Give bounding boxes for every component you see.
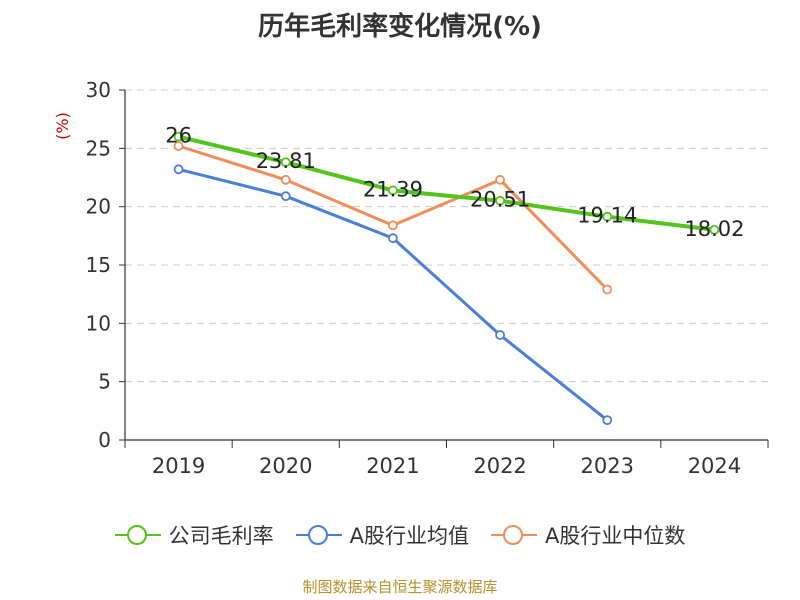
axes: 0 5 10 15 20 25 30 2019 2020 2021 2022 2023 2024 [86,78,769,478]
legend-item-industry-median[interactable]: A股行业中位数 [491,520,685,550]
data-point [602,211,613,222]
y-axis-label: (%) [53,112,72,140]
x-tick-label: 2023 [581,454,634,478]
x-tick-label: 2020 [259,454,312,478]
x-tick-label: 2019 [152,454,205,478]
data-label: 21.39 [363,177,423,201]
data-point [602,415,613,426]
legend-item-industry-mean[interactable]: A股行业均值 [295,520,469,550]
data-point [709,224,720,235]
legend-label: A股行业中位数 [545,524,686,548]
legend-marker-median-icon [491,525,537,545]
legend: 公司毛利率 A股行业均值 A股行业中位数 [0,520,800,550]
data-point [173,141,184,151]
chart-title: 历年毛利率变化情况(%) [258,12,542,42]
x-tick-label: 2021 [366,454,419,478]
data-point [495,330,505,340]
y-tick-label: 15 [86,253,111,277]
legend-marker-company-icon [114,525,161,545]
data-point [388,185,398,196]
legend-item-company[interactable]: 公司毛利率 [114,520,274,550]
data-point [173,164,184,175]
source-note: 制图数据来自恒生聚源数据库 [302,578,498,596]
y-tick-label: 30 [86,78,111,102]
data-label: 20.51 [470,188,530,212]
y-tick-label: 20 [86,195,111,219]
y-tick-label: 10 [86,311,111,335]
data-point [280,174,291,185]
y-tick-label: 0 [98,428,111,452]
legend-label: 公司毛利率 [168,524,274,548]
data-point [495,174,505,185]
data-label: 26 [165,124,192,148]
data-point [602,284,613,295]
series-line [178,134,715,232]
data-point [388,220,398,231]
data-point [495,195,505,206]
data-labels: 26 23.81 21.39 20.51 19.14 18.02 [165,124,744,241]
data-point [388,233,398,244]
legend-marker-mean-icon [295,525,342,545]
x-tick-label: 2022 [473,454,526,478]
data-label: 19.14 [577,204,637,228]
y-tick-label: 25 [86,136,111,160]
series-lines [173,131,720,426]
grid-lines [125,89,768,383]
data-label: 23.81 [256,149,316,173]
data-point [280,157,291,168]
data-point [280,191,291,202]
data-label: 18.02 [684,217,744,241]
y-tick-label: 5 [98,370,111,394]
series-line [178,144,609,291]
data-point [173,131,184,142]
legend-label: A股行业均值 [349,524,469,548]
x-tick-label: 2024 [688,454,741,478]
